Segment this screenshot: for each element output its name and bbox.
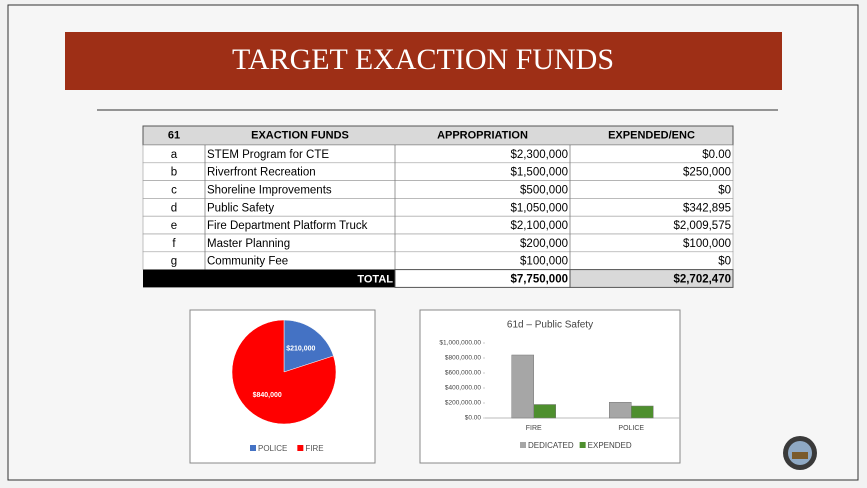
table-cell: Fire Department Platform Truck — [207, 220, 368, 232]
chart-title: 61d – Public Safety — [507, 320, 593, 331]
table-header-cell: APPROPRIATION — [437, 129, 528, 141]
table-cell: STEM Program for CTE — [207, 149, 329, 161]
bar — [533, 404, 556, 419]
bar — [609, 402, 632, 419]
table-cell: $2,100,000 — [510, 220, 568, 232]
table-cell: Master Planning — [207, 238, 290, 250]
legend-swatch — [297, 445, 304, 451]
total-label-bg — [143, 269, 395, 288]
bar — [511, 354, 534, 419]
table-cell: $2,300,000 — [510, 149, 568, 161]
slide-title: TARGET EXACTION FUNDS — [232, 43, 614, 76]
title-banner — [65, 32, 782, 90]
y-tick-label: $800,000.00 — [445, 355, 482, 362]
legend-swatch — [520, 442, 526, 448]
table-cell: $1,050,000 — [510, 202, 568, 214]
emblem — [783, 436, 817, 470]
x-tick-label: POLICE — [618, 425, 644, 432]
table-cell: $100,000 — [520, 256, 568, 268]
table-cell: $250,000 — [683, 167, 731, 179]
total-label: TOTAL — [357, 273, 393, 285]
table-cell: $500,000 — [520, 185, 568, 197]
table-cell: $100,000 — [683, 238, 731, 250]
total-exp-bg — [569, 269, 734, 288]
table-cell: Public Safety — [207, 202, 274, 214]
table-header-cell: EXPENDED/ENC — [608, 129, 695, 141]
table-cell: $200,000 — [520, 238, 568, 250]
table-cell: d — [171, 202, 177, 214]
table-header-cell: 61 — [168, 129, 180, 141]
legend-label: POLICE — [258, 444, 287, 453]
table-cell: f — [172, 238, 176, 250]
table-cell: $0.00 — [702, 149, 731, 161]
table-cell: Riverfront Recreation — [207, 167, 316, 179]
legend-swatch — [579, 442, 586, 448]
table-cell: g — [171, 256, 177, 268]
pie-slice — [231, 319, 337, 425]
table-cell: $0 — [718, 256, 731, 268]
table-cell: $2,009,575 — [673, 220, 731, 232]
table-cell: Community Fee — [207, 256, 288, 268]
y-tick-label: $200,000.00 — [445, 400, 482, 407]
legend-swatch — [250, 445, 256, 451]
total-value: $7,750,000 — [510, 274, 568, 286]
pie-label: $840,000 — [253, 392, 282, 399]
y-tick-label: $0.00 — [465, 415, 482, 422]
emblem-detail — [792, 452, 808, 459]
y-tick-label: $600,000.00 — [445, 370, 482, 377]
table-cell: $342,895 — [683, 202, 731, 214]
table-cell: $1,500,000 — [510, 167, 568, 179]
total-value: $2,702,470 — [673, 274, 731, 286]
legend-label: EXPENDED — [588, 441, 632, 450]
table-cell: a — [171, 149, 178, 161]
bar-box — [419, 309, 681, 464]
y-tick-label: $400,000.00 — [445, 385, 482, 392]
table-cell: Shoreline Improvements — [207, 185, 332, 197]
legend-label: DEDICATED — [528, 441, 574, 450]
legend-label: FIRE — [305, 444, 323, 453]
x-tick-label: FIRE — [526, 425, 542, 432]
table-cell: $0 — [718, 185, 731, 197]
pie-label: $210,000 — [286, 346, 315, 353]
bar — [631, 405, 654, 419]
table-header-cell: EXACTION FUNDS — [251, 129, 349, 141]
table-cell: b — [171, 167, 177, 179]
table-cell: c — [171, 185, 177, 197]
y-tick-label: $1,000,000.00 — [439, 340, 481, 347]
table-cell: e — [171, 220, 177, 232]
pie-slice — [283, 319, 334, 373]
